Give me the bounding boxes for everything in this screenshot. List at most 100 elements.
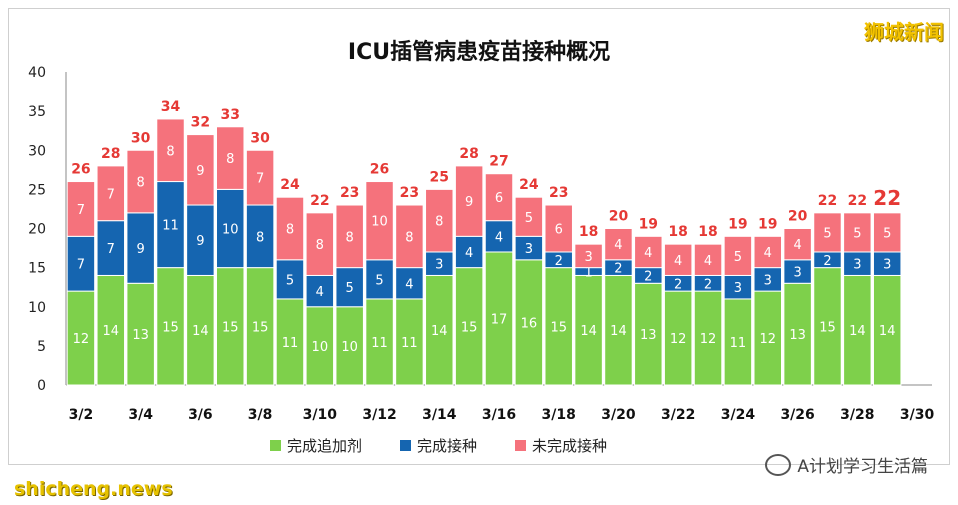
data-label-booster: 17 xyxy=(491,312,508,327)
y-tick-label: 20 xyxy=(28,222,46,238)
data-label-booster: 14 xyxy=(192,324,209,339)
bar-segment-booster xyxy=(126,282,155,386)
bar-segment-booster xyxy=(514,259,544,386)
data-label-vaccinated: 10 xyxy=(222,223,239,238)
total-label: 26 xyxy=(71,162,90,178)
footer-source: A计划学习生活篇 xyxy=(765,452,928,477)
bar-segment-unvaccinated xyxy=(872,212,902,253)
data-label-unvaccinated: 8 xyxy=(316,238,324,253)
data-label-vaccinated: 7 xyxy=(107,242,115,257)
data-label-vaccinated: 4 xyxy=(405,277,413,292)
data-label-unvaccinated: 8 xyxy=(435,215,443,230)
data-label-vaccinated: 3 xyxy=(435,258,443,273)
bar-segment-unvaccinated xyxy=(843,212,872,253)
total-label: 24 xyxy=(280,177,300,193)
bar-segment-unvaccinated xyxy=(723,235,753,276)
x-tick-label: 3/10 xyxy=(303,407,338,423)
bar-segment-booster xyxy=(425,274,454,386)
data-label-booster: 12 xyxy=(670,332,687,347)
bar-segment-booster xyxy=(723,298,753,386)
total-label: 30 xyxy=(250,130,270,146)
total-label: 26 xyxy=(370,162,389,178)
data-label-vaccinated: 2 xyxy=(704,277,712,292)
data-label-unvaccinated: 9 xyxy=(465,195,473,210)
legend-swatch-unvaccinated xyxy=(515,440,527,451)
bar-segment-vaccinated xyxy=(156,181,185,269)
total-label: 28 xyxy=(459,146,478,162)
data-label-unvaccinated: 9 xyxy=(196,164,204,179)
bar-segment-unvaccinated xyxy=(693,243,723,276)
bar-segment-vaccinated xyxy=(305,274,335,308)
bar-segment-booster xyxy=(544,267,573,386)
watermark-logo: 狮城新闻 xyxy=(864,20,944,44)
bar-segment-booster xyxy=(663,290,693,386)
total-label: 30 xyxy=(131,130,151,146)
bar-segment-booster xyxy=(245,267,275,386)
bar-segment-unvaccinated xyxy=(544,204,573,253)
legend-item-vaccinated: 完成接种 xyxy=(400,435,477,456)
bar-segment-unvaccinated xyxy=(634,235,663,269)
y-tick-label: 10 xyxy=(28,300,46,316)
data-label-vaccinated: 3 xyxy=(734,281,742,296)
x-tick-label: 3/24 xyxy=(721,407,756,423)
data-label-unvaccinated: 8 xyxy=(405,230,413,245)
total-label: 24 xyxy=(519,177,539,193)
total-label: 27 xyxy=(489,154,508,170)
bar-segment-unvaccinated xyxy=(574,243,603,269)
wechat-icon xyxy=(765,453,792,476)
total-label: 22 xyxy=(873,186,901,210)
data-label-vaccinated: 4 xyxy=(495,230,503,245)
data-label-booster: 10 xyxy=(312,340,329,355)
data-label-booster: 12 xyxy=(759,332,776,347)
data-label-booster: 14 xyxy=(103,324,120,339)
data-label-vaccinated: 9 xyxy=(196,234,204,249)
data-label-booster: 15 xyxy=(550,320,567,335)
total-label: 20 xyxy=(609,209,629,225)
data-label-vaccinated: 2 xyxy=(674,277,682,292)
bar-segment-unvaccinated xyxy=(275,196,305,261)
total-label: 22 xyxy=(818,193,837,209)
x-tick-label: 3/8 xyxy=(248,407,273,423)
bar-segment-unvaccinated xyxy=(216,126,245,190)
bar-segment-booster xyxy=(275,298,305,386)
bar-segment-booster xyxy=(216,267,245,386)
bar-segment-unvaccinated xyxy=(514,196,544,237)
legend-item-booster: 完成追加剂 xyxy=(270,435,362,456)
data-label-vaccinated: 7 xyxy=(77,258,85,273)
bar-segment-vaccinated xyxy=(275,259,305,300)
x-tick-label: 3/28 xyxy=(840,407,874,423)
data-label-unvaccinated: 8 xyxy=(137,176,145,191)
x-tick-label: 3/22 xyxy=(661,407,695,423)
data-label-unvaccinated: 5 xyxy=(853,226,861,241)
bar-segment-unvaccinated xyxy=(753,235,782,269)
bar-segment-unvaccinated xyxy=(454,165,484,237)
data-label-booster: 14 xyxy=(580,324,597,339)
bar-segment-booster xyxy=(574,274,603,386)
bar-segment-booster xyxy=(96,274,126,386)
x-tick-label: 3/30 xyxy=(900,407,935,423)
x-tick-label: 3/16 xyxy=(482,407,516,423)
total-label: 20 xyxy=(788,209,808,225)
data-label-unvaccinated: 4 xyxy=(764,246,772,261)
data-label-vaccinated: 5 xyxy=(286,273,294,288)
bar-segment-unvaccinated xyxy=(66,181,96,237)
data-label-booster: 10 xyxy=(341,340,358,355)
total-label: 19 xyxy=(758,216,777,232)
bar-segment-booster xyxy=(156,267,185,386)
data-label-unvaccinated: 6 xyxy=(495,191,503,206)
data-label-booster: 14 xyxy=(431,324,448,339)
chart-legend: 完成追加剂 完成接种 未完成接种 xyxy=(270,435,607,456)
chart-title: ICU插管病患疫苗接种概况 xyxy=(347,40,611,65)
bar-segment-unvaccinated xyxy=(96,165,126,222)
data-label-booster: 14 xyxy=(849,324,866,339)
total-label: 25 xyxy=(430,169,449,185)
data-label-unvaccinated: 5 xyxy=(823,226,831,241)
y-tick-label: 40 xyxy=(28,65,46,81)
bar-segment-unvaccinated xyxy=(305,212,335,276)
data-label-booster: 15 xyxy=(222,320,239,335)
bar-segment-vaccinated xyxy=(126,212,155,284)
y-tick-label: 30 xyxy=(28,143,46,159)
bar-segment-booster xyxy=(335,306,364,386)
total-label: 23 xyxy=(549,185,568,201)
x-tick-label: 3/26 xyxy=(780,407,814,423)
